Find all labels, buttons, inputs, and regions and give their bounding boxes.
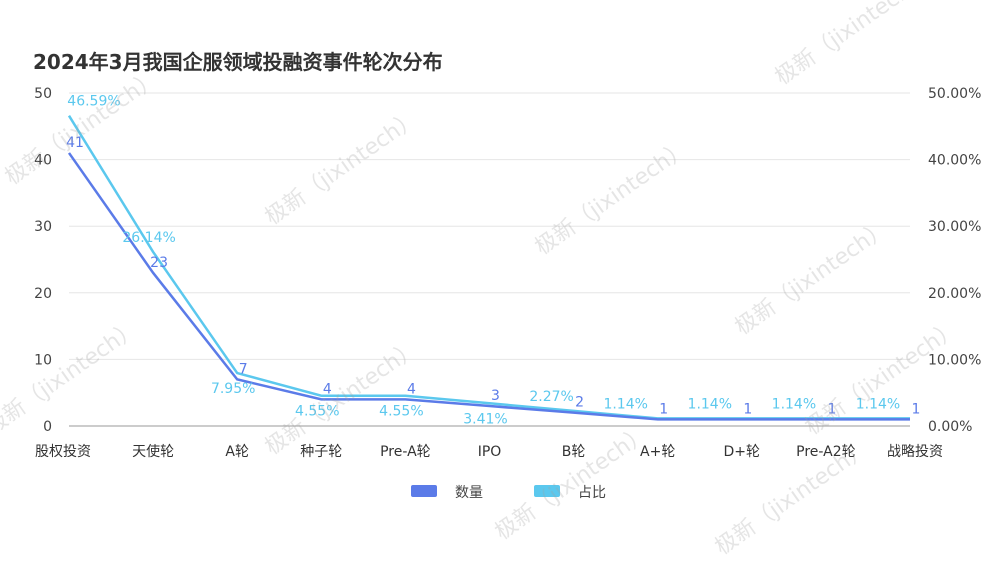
- chart-title: 2024年3月我国企服领域投融资事件轮次分布: [33, 50, 443, 74]
- data-label-share: 7.95%: [211, 381, 255, 397]
- data-label-share: 3.41%: [463, 411, 507, 427]
- data-label-share: 1.14%: [688, 396, 732, 412]
- data-label-count: 1: [827, 401, 836, 417]
- series-line-share: [67, 115, 910, 420]
- legend-label: 数量: [455, 485, 483, 501]
- legend-label: 占比: [578, 485, 606, 501]
- data-label-count: 23: [150, 255, 168, 271]
- chart-container: 2024年3月我国企服领域投融资事件轮次分布 0 10 20 30 40 50 0.00% 1…: [0, 0, 981, 560]
- data-label-count: 1: [743, 401, 752, 417]
- y-right-tick-label: 30.00%: [928, 219, 981, 235]
- data-label-share: 26.14%: [122, 230, 175, 246]
- data-label-count: 2: [575, 395, 584, 411]
- data-label-share: 1.14%: [603, 396, 647, 412]
- y-left-tick-label: 40: [34, 153, 52, 169]
- x-tick-label: 股权投资: [35, 444, 91, 460]
- data-label-share: 1.14%: [772, 396, 816, 412]
- data-label-count: 4: [407, 381, 416, 397]
- y-left-tick-label: 20: [34, 286, 52, 302]
- data-label-count: 41: [66, 135, 84, 151]
- x-tick-label: A+轮: [640, 444, 675, 460]
- data-label-share: 4.55%: [379, 404, 423, 420]
- data-label-share: 1.14%: [856, 396, 900, 412]
- y-right-tick-label: 0.00%: [928, 419, 972, 435]
- y-right-tick-label: 40.00%: [928, 153, 981, 169]
- x-tick-label: 战略投资: [887, 444, 943, 460]
- y-left-tick-label: 10: [34, 352, 52, 368]
- series-line-count: [67, 152, 910, 421]
- data-label-share: 4.55%: [295, 404, 339, 420]
- y-right-tick-label: 10.00%: [928, 352, 981, 368]
- x-tick-label: D+轮: [724, 444, 761, 460]
- data-label-share: 46.59%: [67, 94, 120, 110]
- x-tick-label: 种子轮: [300, 444, 342, 460]
- x-tick-label: 天使轮: [132, 443, 174, 460]
- data-label-count: 7: [239, 361, 248, 377]
- x-tick-label: B轮: [562, 444, 586, 460]
- legend-swatch: [534, 485, 560, 497]
- line-chart: 0 10 20 30 40 50 0.00% 10.00% 20.00% 30.00% 40.00%…: [34, 86, 981, 501]
- data-label-count: 3: [491, 388, 500, 404]
- data-label-count: 4: [323, 381, 332, 397]
- y-right-tick-label: 20.00%: [928, 286, 981, 302]
- y-left-tick-label: 30: [34, 219, 52, 235]
- y-left-tick-label: 0: [43, 419, 52, 435]
- data-label-share: 2.27%: [529, 389, 573, 405]
- x-tick-label: Pre-A2轮: [796, 444, 856, 460]
- legend-swatch: [411, 485, 437, 497]
- data-label-count: 1: [912, 401, 921, 417]
- y-right-tick-label: 50.00%: [928, 86, 981, 102]
- data-label-count: 1: [659, 401, 668, 417]
- x-tick-label: Pre-A轮: [380, 444, 431, 460]
- y-left-tick-label: 50: [34, 86, 52, 102]
- x-tick-label: A轮: [225, 444, 249, 460]
- x-tick-label: IPO: [478, 444, 502, 460]
